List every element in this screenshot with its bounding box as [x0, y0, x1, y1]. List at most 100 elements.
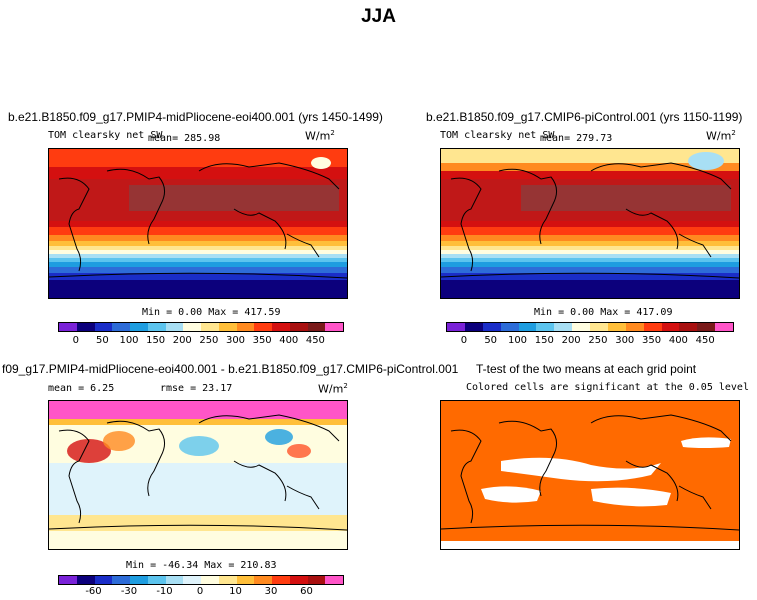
colorbar-swatch [572, 323, 590, 331]
colorbar-swatch [272, 323, 290, 331]
colorbar-swatch [236, 576, 255, 584]
colorbar-swatch [661, 323, 680, 331]
colorbar-swatch [236, 323, 255, 331]
sw-field-top-right [441, 149, 739, 298]
colorbar-swatch [254, 323, 272, 331]
sw-field-top-left [49, 149, 347, 298]
colorbar-swatch [607, 323, 626, 331]
colorbar-tick-label: 30 [264, 586, 278, 597]
colorbar-swatch [325, 323, 343, 331]
colorbar-swatch [500, 323, 519, 331]
diff-field-bottom-left [49, 401, 347, 549]
mean-label-top-right: mean= 279.73 [540, 133, 613, 144]
colorbar-top-right [446, 322, 734, 332]
colorbar-swatch [130, 576, 148, 584]
panel-title-top-right: b.e21.B1850.f09_g17.CMIP6-piControl.001 … [426, 110, 743, 124]
colorbar-swatch [147, 576, 166, 584]
colorbar-swatch [518, 323, 537, 331]
colorbar-tick-label: 150 [146, 335, 166, 346]
colorbar-swatch [464, 323, 483, 331]
colorbar-swatch [482, 323, 501, 331]
colorbar-swatch [679, 323, 698, 331]
stats-top-right: Min = 0.00 Max = 417.09 [534, 307, 673, 318]
stats-top-left: Min = 0.00 Max = 417.59 [142, 307, 281, 318]
colorbar-swatch [289, 323, 308, 331]
variable-label-top-right: TOM clearsky net SW [440, 130, 555, 141]
colorbar-swatch [307, 323, 326, 331]
colorbar-swatch [183, 323, 201, 331]
colorbar-swatch [183, 576, 201, 584]
colorbar-swatch [590, 323, 608, 331]
colorbar-tick-label: 0 [72, 335, 79, 346]
colorbar-swatch [76, 323, 95, 331]
colorbar-tick-label: 0 [460, 335, 468, 346]
colorbar-swatch [325, 576, 343, 584]
colorbar-swatch [59, 576, 77, 584]
colorbar-tick-label: 200 [561, 335, 581, 346]
colorbar-tick-label: 60 [300, 586, 313, 597]
colorbar-tick-label: 10 [229, 586, 242, 597]
colorbar-tick-label: 150 [534, 335, 554, 346]
colorbar-tick-label: -30 [120, 586, 138, 597]
colorbar-swatch [201, 323, 219, 331]
colorbar-swatch [94, 323, 113, 331]
units-top-right: W/m2 [706, 129, 736, 143]
colorbar-ticks-bottom-left: -60 -30 -10 0 10 30 60 [58, 586, 342, 600]
panel-title-bottom-right: T-test of the two means at each grid poi… [476, 362, 697, 376]
colorbar-swatch [254, 576, 272, 584]
units-bottom-left: W/m2 [318, 382, 348, 396]
mean-label-bottom-left: mean = 6.25 [48, 383, 115, 394]
colorbar-tick-label: 400 [279, 335, 299, 346]
colorbar-swatch [165, 323, 184, 331]
stats-bottom-left: Min = -46.34 Max = 210.83 [126, 560, 277, 571]
colorbar-tick-label: 100 [119, 335, 139, 346]
colorbar-swatch [201, 576, 219, 584]
colorbar-swatch [76, 576, 95, 584]
colorbar-ticks-top-left: 0 50 100 150 200 250 300 350 400 450 [58, 335, 342, 349]
colorbar-tick-label: 200 [172, 335, 192, 346]
colorbar-bottom-left [58, 575, 344, 585]
colorbar-tick-label: 450 [695, 335, 715, 346]
colorbar-swatch [59, 323, 77, 331]
colorbar-swatch [272, 576, 290, 584]
colorbar-tick-label: 250 [588, 335, 608, 346]
colorbar-swatch [218, 576, 237, 584]
colorbar-tick-label: 0 [196, 586, 204, 597]
colorbar-swatch [536, 323, 555, 331]
colorbar-swatch [447, 323, 465, 331]
colorbar-tick-label: 250 [199, 335, 219, 346]
colorbar-swatch [130, 323, 148, 331]
colorbar-swatch [218, 323, 237, 331]
colorbar-tick-label: 350 [642, 335, 662, 346]
colorbar-swatch [715, 323, 733, 331]
colorbar-swatch [307, 576, 326, 584]
panel-title-top-left: b.e21.B1850.f09_g17.PMIP4-midPliocene-eo… [8, 110, 383, 124]
colorbar-swatch [643, 323, 662, 331]
colorbar-ticks-top-right: 0 50 100 150 200 250 300 350 400 450 [446, 335, 732, 349]
colorbar-tick-label: 50 [96, 335, 109, 346]
variable-label-top-left: TOM clearsky net SW [48, 130, 163, 141]
panel-title-bottom-left: f09_g17.PMIP4-midPliocene-eoi400.001 - b… [2, 362, 459, 376]
colorbar-swatch [112, 576, 130, 584]
colorbar-tick-label: 350 [252, 335, 272, 346]
colorbar-tick-label: -60 [85, 586, 102, 597]
ttest-field-bottom-right [441, 401, 739, 549]
colorbar-swatch [697, 323, 716, 331]
colorbar-swatch [147, 323, 166, 331]
colorbar-tick-label: 300 [225, 335, 246, 346]
mean-label-top-left: mean= 285.98 [148, 133, 221, 144]
figure-title: JJA [361, 6, 396, 27]
colorbar-swatch [554, 323, 573, 331]
colorbar-swatch [165, 576, 184, 584]
colorbar-top-left [58, 322, 344, 332]
colorbar-tick-label: 400 [668, 335, 688, 346]
colorbar-swatch [94, 576, 113, 584]
colorbar-swatch [112, 323, 130, 331]
units-top-left: W/m2 [305, 129, 335, 143]
map-top-right [440, 148, 740, 299]
colorbar-tick-label: 450 [305, 335, 325, 346]
colorbar-tick-label: 100 [507, 335, 528, 346]
map-bottom-right [440, 400, 740, 550]
map-bottom-left [48, 400, 348, 550]
colorbar-swatch [289, 576, 308, 584]
